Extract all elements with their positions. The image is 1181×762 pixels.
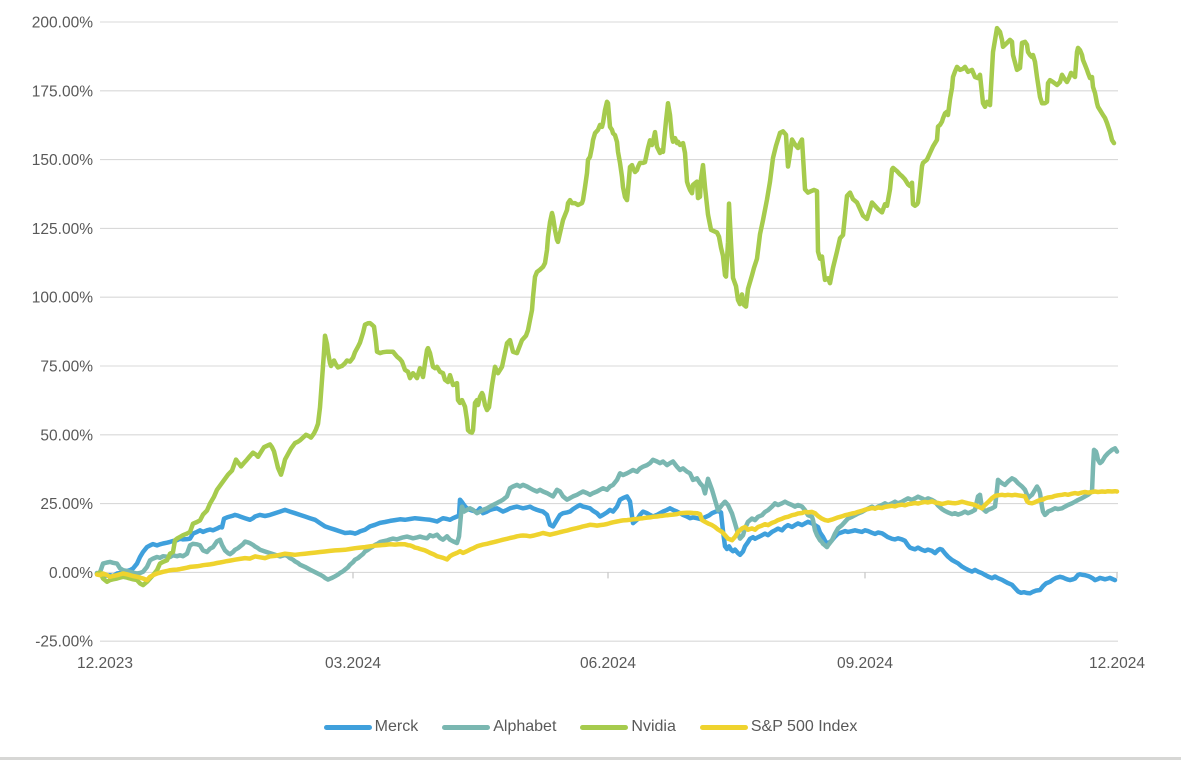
y-axis-label: 0.00% xyxy=(49,565,93,582)
x-axis-label: 03.2024 xyxy=(325,655,381,672)
y-axis-label: 200.00% xyxy=(32,15,93,32)
performance-line-chart: 200.00% 175.00% 150.00% 125.00% 100.00% 75.00… xyxy=(32,15,1146,673)
x-axis-label: 12.2024 xyxy=(1089,655,1145,672)
legend-item-merck: Merck xyxy=(323,718,419,735)
y-axis-label: -25.00% xyxy=(35,634,93,651)
y-axis-label: 125.00% xyxy=(32,221,93,238)
legend-item-s-p-500-index: S&P 500 Index xyxy=(699,718,858,735)
y-axis-label: 100.00% xyxy=(32,290,93,307)
legend-item-alphabet: Alphabet xyxy=(442,719,556,735)
y-axis-label: 25.00% xyxy=(40,496,93,513)
y-axis-label: 50.00% xyxy=(40,427,93,444)
y-axis-label: 150.00% xyxy=(32,152,93,169)
legend-swatch-nvidia xyxy=(580,724,629,730)
legend-swatch-s-p-500-index xyxy=(699,724,748,730)
series-line-s-p-500-index xyxy=(94,488,1120,583)
series-line-nvidia xyxy=(94,25,1117,588)
legend-label-merck: Merck xyxy=(374,718,419,735)
y-axis-label: 175.00% xyxy=(32,83,93,100)
legend-label-alphabet: Alphabet xyxy=(493,718,557,735)
y-axis-label: 75.00% xyxy=(40,359,93,376)
legend-label-s-p-500-index: S&P 500 Index xyxy=(750,718,858,735)
legend-label-nvidia: Nvidia xyxy=(631,718,676,735)
x-axis-label: 12.2023 xyxy=(77,655,133,672)
chart-legend: Merck Alphabet Nvidia S&P 500 Index xyxy=(0,719,1181,735)
legend-swatch-alphabet xyxy=(442,724,491,730)
legend-item-nvidia: Nvidia xyxy=(580,718,676,735)
x-axis-label: 09.2024 xyxy=(837,655,893,672)
x-axis-label: 06.2024 xyxy=(580,655,636,672)
legend-swatch-merck xyxy=(323,724,372,730)
bottom-separator xyxy=(0,757,1181,760)
series-line-merck xyxy=(94,494,1118,596)
